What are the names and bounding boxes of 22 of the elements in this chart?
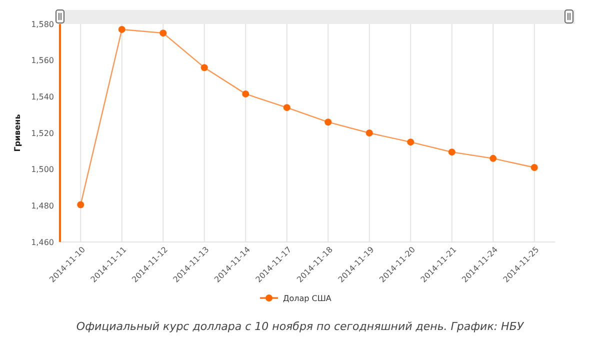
point [366, 130, 373, 136]
point [283, 104, 290, 112]
point [448, 148, 456, 156]
y-axis-title: Гривень [13, 114, 22, 152]
y-tick-label: 1,520 [31, 128, 54, 138]
point [160, 30, 167, 37]
y-tick-label: 1,500 [31, 165, 54, 174]
y-tick-label: 1,480 [31, 201, 54, 210]
point [324, 118, 332, 126]
y-tick-label: 1,460 [31, 238, 54, 247]
point [77, 201, 84, 208]
point [490, 154, 497, 162]
legend-label: Долар США [283, 294, 332, 303]
y-tick-label: 1,580 [31, 20, 54, 29]
point [530, 164, 538, 172]
point [407, 138, 414, 146]
point [242, 90, 250, 98]
point [200, 64, 208, 72]
y-tick-label: 1,560 [31, 56, 54, 66]
point [118, 26, 126, 33]
y-tick-label: 1,540 [31, 92, 54, 102]
text: Официальный курс доллара с 10 ноября по сегодняшний день. График: НБУ [76, 320, 525, 333]
